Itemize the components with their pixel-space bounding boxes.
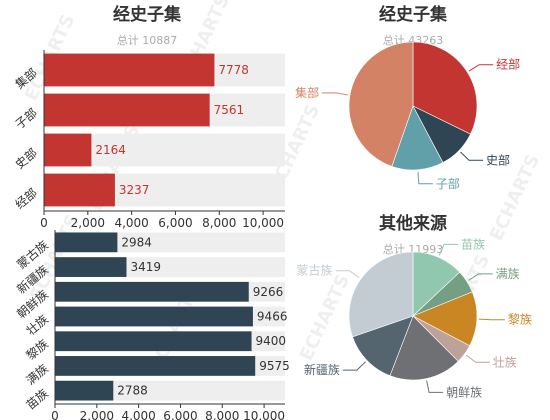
bar-value-label: 2788 — [117, 384, 148, 398]
bar-value-label: 7561 — [214, 103, 245, 117]
category-label: 苗族 — [24, 386, 51, 412]
pie-slice-label: 新疆族 — [304, 362, 340, 377]
pie-label-line — [417, 171, 433, 185]
bar-value-label: 9266 — [253, 285, 284, 299]
chart-title: 经史子集 — [379, 4, 448, 25]
x-tick-label: 6,000 — [163, 409, 197, 420]
bar — [44, 133, 92, 167]
pie-slice-label: 壮族 — [493, 355, 517, 369]
pie-slice-label: 黎族 — [508, 313, 532, 327]
pie-slice — [352, 315, 414, 377]
bar — [44, 93, 210, 127]
pie-label-line — [478, 318, 505, 321]
pie-slice-label: 苗族 — [461, 237, 485, 251]
bar — [55, 331, 252, 352]
pie-slice — [412, 291, 478, 347]
x-tick-label: 2,000 — [80, 409, 114, 420]
x-tick-label: 10,000 — [243, 409, 285, 420]
chart-subtitle: 总计 10887 — [117, 33, 178, 47]
pie-label-line — [468, 273, 493, 281]
bar-value-label: 9575 — [259, 359, 290, 373]
pie-label-line — [438, 243, 458, 256]
category-label: 黎族 — [24, 337, 51, 363]
bar — [55, 380, 114, 401]
x-tick-label: 0 — [51, 409, 59, 420]
bar-value-label: 9400 — [256, 334, 287, 348]
bar — [55, 257, 127, 277]
bar-value-label: 3419 — [130, 260, 161, 274]
bar-value-label: 2164 — [95, 143, 126, 157]
chart-title: 其他来源 — [379, 213, 447, 234]
bar — [44, 53, 215, 87]
bar-value-label: 7778 — [218, 63, 249, 77]
x-tick-label: 4,000 — [114, 216, 148, 230]
bar-value-label: 3237 — [119, 183, 150, 197]
watermark-text: ECHARTS — [296, 271, 354, 364]
bar — [55, 306, 253, 327]
pie-slice-label: 集部 — [295, 85, 319, 100]
x-tick-label: 8,000 — [205, 409, 239, 420]
x-tick-label: 0 — [40, 216, 48, 230]
bar — [55, 232, 118, 253]
pie-label-line — [465, 354, 490, 363]
bar-value-label: 2984 — [121, 235, 152, 249]
category-label: 经部 — [12, 185, 40, 212]
x-tick-label: 2,000 — [71, 216, 105, 230]
bar — [55, 356, 256, 376]
pie-slice — [348, 251, 414, 338]
pie-label-line — [460, 151, 484, 161]
chart-subtitle: 总计 11993 — [383, 242, 444, 256]
bar — [44, 173, 115, 207]
category-label: 子部 — [12, 105, 40, 132]
pie-label-line — [468, 64, 494, 72]
pie-label-line — [342, 361, 366, 371]
category-label: 史部 — [12, 145, 40, 172]
pie-slice-label: 朝鲜族 — [446, 385, 482, 399]
pie-slice-label: 子部 — [436, 176, 460, 191]
pie-label-line — [322, 92, 349, 96]
chart-title: 经史子集 — [113, 4, 182, 25]
pie-slice — [348, 41, 414, 167]
bar — [55, 281, 249, 302]
pie-slice — [412, 41, 478, 135]
pie-slice-label: 史部 — [486, 152, 510, 167]
x-tick-label: 10,000 — [242, 216, 284, 230]
category-label: 满族 — [24, 362, 51, 388]
x-tick-label: 6,000 — [158, 216, 192, 230]
pie-label-line — [335, 270, 360, 279]
pie-slice-label: 满族 — [496, 267, 520, 281]
x-tick-label: 8,000 — [202, 216, 236, 230]
pie-label-line — [426, 380, 444, 393]
pie-slice-label: 蒙古族 — [296, 263, 332, 278]
pie-slice-label: 经部 — [496, 57, 520, 72]
bar-value-label: 9466 — [257, 310, 288, 324]
x-tick-label: 4,000 — [121, 409, 155, 420]
